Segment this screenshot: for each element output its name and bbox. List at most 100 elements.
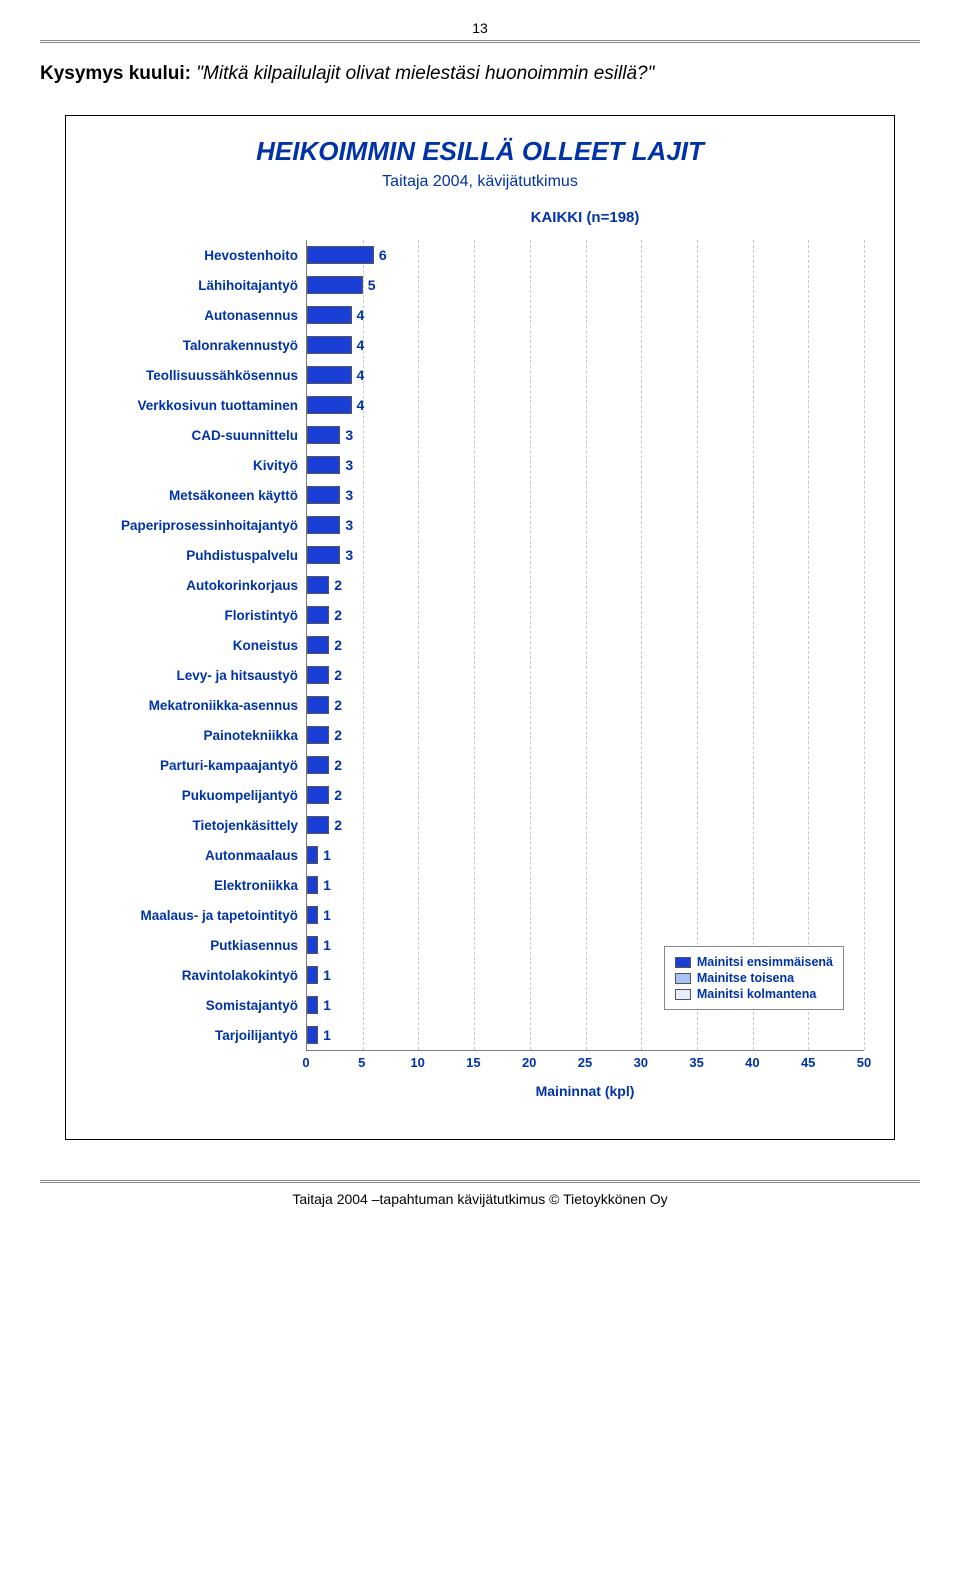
bar: 1 bbox=[307, 876, 318, 894]
y-axis-label: Tietojenkäsittely bbox=[96, 810, 306, 840]
x-axis-label: Maininnat (kpl) bbox=[306, 1083, 864, 1099]
y-axis-label: Levy- ja hitsaustyö bbox=[96, 660, 306, 690]
bar-row: 2 bbox=[307, 660, 864, 690]
y-axis-label: Floristintyö bbox=[96, 600, 306, 630]
bar: 3 bbox=[307, 456, 340, 474]
bar: 5 bbox=[307, 276, 363, 294]
x-tick-label: 0 bbox=[302, 1055, 309, 1070]
x-tick-label: 20 bbox=[522, 1055, 536, 1070]
y-axis-label: Verkkosivun tuottaminen bbox=[96, 390, 306, 420]
bar-row: 3 bbox=[307, 510, 864, 540]
chart-subtitle: Taitaja 2004, kävijätutkimus bbox=[96, 173, 864, 191]
x-axis: 05101520253035404550 bbox=[306, 1051, 864, 1077]
bar: 2 bbox=[307, 816, 329, 834]
gridline bbox=[864, 240, 865, 1050]
legend-swatch bbox=[675, 973, 691, 984]
bar: 6 bbox=[307, 246, 374, 264]
bar: 1 bbox=[307, 936, 318, 954]
y-axis-label: Ravintolakokintyö bbox=[96, 960, 306, 990]
bar: 3 bbox=[307, 516, 340, 534]
bar: 4 bbox=[307, 366, 352, 384]
y-axis-label: Teollisuussähkösennus bbox=[96, 360, 306, 390]
legend-item: Mainitse toisena bbox=[675, 971, 833, 985]
legend-swatch bbox=[675, 989, 691, 1000]
bar-row: 1 bbox=[307, 870, 864, 900]
y-axis-label: Autonmaalaus bbox=[96, 840, 306, 870]
bar-row: 2 bbox=[307, 570, 864, 600]
y-axis-label: CAD-suunnittelu bbox=[96, 420, 306, 450]
bar-row: 4 bbox=[307, 360, 864, 390]
bar-row: 4 bbox=[307, 330, 864, 360]
bar: 2 bbox=[307, 606, 329, 624]
bar-row: 1 bbox=[307, 840, 864, 870]
bar-value-label: 4 bbox=[357, 367, 365, 383]
bar-value-label: 1 bbox=[323, 967, 331, 983]
y-axis-label: Tarjoilijantyö bbox=[96, 1020, 306, 1050]
bar-value-label: 3 bbox=[345, 547, 353, 563]
bar-row: 2 bbox=[307, 750, 864, 780]
bar: 2 bbox=[307, 666, 329, 684]
chart-container: HEIKOIMMIN ESILLÄ OLLEET LAJIT Taitaja 2… bbox=[65, 115, 895, 1140]
bar-row: 2 bbox=[307, 600, 864, 630]
legend-label: Mainitse toisena bbox=[697, 971, 794, 985]
x-tick-label: 5 bbox=[358, 1055, 365, 1070]
y-axis-label: Lähihoitajantyö bbox=[96, 270, 306, 300]
bar-row: 3 bbox=[307, 450, 864, 480]
question-line: Kysymys kuului: "Mitkä kilpailulajit oli… bbox=[40, 63, 920, 85]
bar-value-label: 1 bbox=[323, 847, 331, 863]
question-label: Kysymys kuului: bbox=[40, 63, 191, 84]
bar-row: 4 bbox=[307, 390, 864, 420]
legend-label: Mainitsi kolmantena bbox=[697, 987, 816, 1001]
bar: 2 bbox=[307, 696, 329, 714]
bar: 1 bbox=[307, 966, 318, 984]
x-tick-label: 15 bbox=[466, 1055, 480, 1070]
y-axis-label: Talonrakennustyö bbox=[96, 330, 306, 360]
bar-row: 2 bbox=[307, 810, 864, 840]
plot-area: 654444333332222222221111111 Mainitsi ens… bbox=[306, 240, 864, 1051]
plot-wrap: HevostenhoitoLähihoitajantyöAutonasennus… bbox=[96, 240, 864, 1051]
bar-row: 5 bbox=[307, 270, 864, 300]
y-axis-labels: HevostenhoitoLähihoitajantyöAutonasennus… bbox=[96, 240, 306, 1051]
y-axis-label: Koneistus bbox=[96, 630, 306, 660]
bar-row: 1 bbox=[307, 1020, 864, 1050]
bar-value-label: 3 bbox=[345, 517, 353, 533]
bar: 4 bbox=[307, 336, 352, 354]
page: 13 Kysymys kuului: "Mitkä kilpailulajit … bbox=[0, 0, 960, 1247]
bar-row: 2 bbox=[307, 780, 864, 810]
bar-value-label: 2 bbox=[334, 667, 342, 683]
page-number: 13 bbox=[40, 20, 920, 36]
y-axis-label: Pukuompelijantyö bbox=[96, 780, 306, 810]
bar-value-label: 2 bbox=[334, 697, 342, 713]
x-axis-ticks: 05101520253035404550 bbox=[306, 1051, 864, 1077]
page-footer: Taitaja 2004 –tapahtuman kävijätutkimus … bbox=[40, 1191, 920, 1207]
bar: 2 bbox=[307, 756, 329, 774]
bar: 2 bbox=[307, 636, 329, 654]
chart-legend: Mainitsi ensimmäisenä Mainitse toisena Mai… bbox=[664, 946, 844, 1010]
bar-value-label: 4 bbox=[357, 307, 365, 323]
chart-sample-label: KAIKKI (n=198) bbox=[96, 209, 864, 226]
bar: 3 bbox=[307, 546, 340, 564]
x-tick-label: 25 bbox=[578, 1055, 592, 1070]
bar: 4 bbox=[307, 306, 352, 324]
bar-row: 2 bbox=[307, 630, 864, 660]
bar-value-label: 2 bbox=[334, 727, 342, 743]
bar-value-label: 4 bbox=[357, 397, 365, 413]
bar-value-label: 3 bbox=[345, 457, 353, 473]
bar: 3 bbox=[307, 426, 340, 444]
y-axis-label: Somistajantyö bbox=[96, 990, 306, 1020]
bar-value-label: 1 bbox=[323, 1027, 331, 1043]
bottom-rule bbox=[40, 1180, 920, 1183]
bar: 2 bbox=[307, 726, 329, 744]
legend-label: Mainitsi ensimmäisenä bbox=[697, 955, 833, 969]
bar: 1 bbox=[307, 906, 318, 924]
bar-row: 4 bbox=[307, 300, 864, 330]
bar-row: 2 bbox=[307, 690, 864, 720]
bar-row: 1 bbox=[307, 900, 864, 930]
y-axis-label: Puhdistuspalvelu bbox=[96, 540, 306, 570]
x-tick-label: 10 bbox=[410, 1055, 424, 1070]
bar: 2 bbox=[307, 786, 329, 804]
x-tick-label: 45 bbox=[801, 1055, 815, 1070]
x-tick-label: 35 bbox=[689, 1055, 703, 1070]
y-axis-label: Painotekniikka bbox=[96, 720, 306, 750]
bar-value-label: 2 bbox=[334, 637, 342, 653]
